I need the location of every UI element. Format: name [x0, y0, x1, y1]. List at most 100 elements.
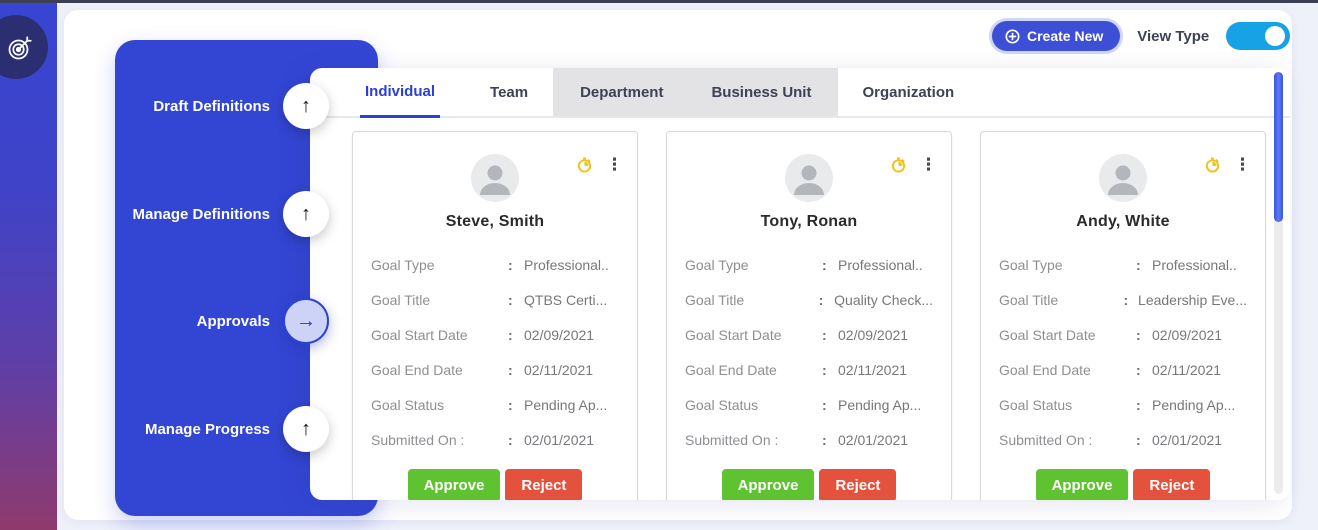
arrow-up-icon[interactable]: ↑: [283, 406, 329, 452]
arrow-glyph: ↑: [301, 418, 311, 440]
field-value: 02/11/2021: [1152, 361, 1222, 378]
field-label: Submitted On :: [685, 431, 779, 448]
arrow-glyph: ↑: [301, 203, 311, 225]
tab-group-gray: Department Business Unit: [553, 68, 839, 116]
sidebar-item-label: Draft Definitions: [153, 97, 270, 115]
field-colon: :: [508, 396, 513, 413]
field-label: Goal End Date: [685, 361, 777, 378]
field-colon: :: [822, 326, 827, 343]
field-colon: :: [508, 291, 513, 308]
card-header: ⋮ Andy, White: [981, 132, 1265, 231]
field-value: Pending Ap...: [1152, 396, 1236, 413]
stopwatch-icon: [577, 157, 592, 173]
sidebar-item-manage-definitions[interactable]: Manage Definitions ↑: [132, 191, 329, 237]
field-value: Pending Ap...: [838, 396, 922, 413]
field-label: Submitted On :: [371, 431, 465, 448]
field-goal-start-date: Goal Start Date:02/09/2021: [667, 317, 951, 352]
left-gradient-rail: [0, 3, 57, 530]
goal-cards-row: ⋮ Steve, Smith Goal Type: Professional.. …: [352, 131, 1266, 500]
goal-fields: Goal Type: Professional.. Goal Title: Lead…: [981, 247, 1265, 457]
field-goal-type: Goal Type: Professional..: [667, 247, 951, 282]
sidebar-item-label: Approvals: [196, 312, 270, 330]
tab-organization[interactable]: Organization: [862, 68, 954, 116]
field-colon: :: [818, 291, 824, 308]
field-colon: :: [508, 361, 513, 378]
plus-circle-icon: [1005, 28, 1020, 44]
tabbar: Individual Team Department Business Unit…: [310, 68, 1290, 118]
field-label: Submitted On :: [999, 431, 1093, 448]
field-submitted-on: Submitted On ::02/01/2021: [667, 422, 951, 457]
field-colon: :: [508, 256, 513, 273]
field-value: 02/11/2021: [524, 361, 594, 378]
view-type-toggle[interactable]: [1226, 22, 1291, 50]
field-colon: :: [822, 396, 827, 413]
field-colon: :: [1136, 396, 1141, 413]
field-goal-type: Goal Type: Professional..: [981, 247, 1265, 282]
top-window-strip: [0, 0, 1318, 3]
goal-fields: Goal Type: Professional.. Goal Title: Qual…: [667, 247, 951, 457]
field-label: Goal Start Date: [685, 326, 782, 343]
field-colon: :: [1136, 361, 1141, 378]
sidebar-item-approvals[interactable]: Approvals →: [197, 298, 329, 344]
card-menu-kebab-icon[interactable]: ⋮: [606, 155, 623, 174]
reject-button[interactable]: Reject: [505, 469, 583, 500]
field-submitted-on: Submitted On ::02/01/2021: [353, 422, 637, 457]
field-value: Leadership Eve...: [1138, 291, 1247, 308]
arrow-glyph: ↑: [301, 95, 311, 117]
field-value: QTBS Certi...: [524, 291, 608, 308]
field-label: Goal Type: [371, 256, 435, 273]
tab-individual[interactable]: Individual: [360, 68, 441, 118]
arrow-up-icon[interactable]: ↑: [283, 83, 329, 129]
sidebar-item-label: Manage Definitions: [132, 205, 270, 223]
arrow-right-icon[interactable]: →: [283, 298, 329, 344]
field-label: Goal Title: [371, 291, 431, 308]
field-colon: :: [508, 431, 513, 448]
field-colon: :: [1136, 256, 1141, 273]
approve-button[interactable]: Approve: [407, 469, 501, 500]
header-actions: Create New View Type: [992, 20, 1291, 52]
field-goal-start-date: Goal Start Date:02/09/2021: [353, 317, 637, 352]
reject-button[interactable]: Reject: [819, 469, 897, 500]
field-label: Goal Status: [685, 396, 759, 413]
field-label: Goal Status: [999, 396, 1073, 413]
field-colon: :: [1136, 431, 1141, 448]
field-goal-status: Goal Status: Pending Ap...: [981, 387, 1265, 422]
create-new-button[interactable]: Create New: [992, 21, 1121, 51]
app-logo-button[interactable]: [0, 15, 48, 79]
field-value: Pending Ap...: [524, 396, 608, 413]
card-actions: Approve Reject: [981, 469, 1265, 500]
field-label: Goal Title: [685, 291, 745, 308]
field-value: 02/01/2021: [838, 431, 909, 448]
person-avatar-icon: [1099, 154, 1147, 202]
field-value: 02/01/2021: [1152, 431, 1223, 448]
tab-department[interactable]: Department: [580, 68, 663, 116]
card-menu-kebab-icon[interactable]: ⋮: [920, 155, 937, 174]
view-type-label: View Type: [1137, 27, 1210, 45]
card-header: ⋮ Steve, Smith: [353, 132, 637, 231]
sidebar-item-manage-progress[interactable]: Manage Progress ↑: [145, 406, 329, 452]
field-value: 02/09/2021: [1152, 326, 1223, 343]
tab-organization-label: Organization: [862, 83, 955, 101]
tab-business-unit-label: Business Unit: [711, 83, 812, 101]
field-goal-title: Goal Title: Leadership Eve...: [981, 282, 1265, 317]
arrow-up-icon[interactable]: ↑: [283, 191, 329, 237]
vertical-scrollbar-track[interactable]: [1274, 72, 1283, 494]
field-label: Goal End Date: [371, 361, 463, 378]
tab-team[interactable]: Team: [490, 68, 528, 116]
vertical-scrollbar-thumb[interactable]: [1274, 72, 1283, 222]
tab-individual-label: Individual: [365, 83, 436, 100]
tab-business-unit[interactable]: Business Unit: [711, 68, 811, 116]
reject-button[interactable]: Reject: [1133, 469, 1211, 500]
approve-button[interactable]: Approve: [721, 469, 815, 500]
sidebar-item-draft-definitions[interactable]: Draft Definitions ↑: [153, 83, 329, 129]
card-menu-kebab-icon[interactable]: ⋮: [1234, 155, 1251, 174]
employee-name: Andy, White: [1076, 213, 1170, 230]
person-avatar-icon: [785, 154, 833, 202]
field-value: Quality Check...: [834, 291, 933, 308]
field-submitted-on: Submitted On ::02/01/2021: [981, 422, 1265, 457]
field-label: Goal Status: [371, 396, 445, 413]
employee-name: Tony, Ronan: [760, 213, 858, 230]
target-dart-icon: [8, 36, 32, 60]
approve-button[interactable]: Approve: [1035, 469, 1129, 500]
goal-fields: Goal Type: Professional.. Goal Title: QTBS…: [353, 247, 637, 457]
